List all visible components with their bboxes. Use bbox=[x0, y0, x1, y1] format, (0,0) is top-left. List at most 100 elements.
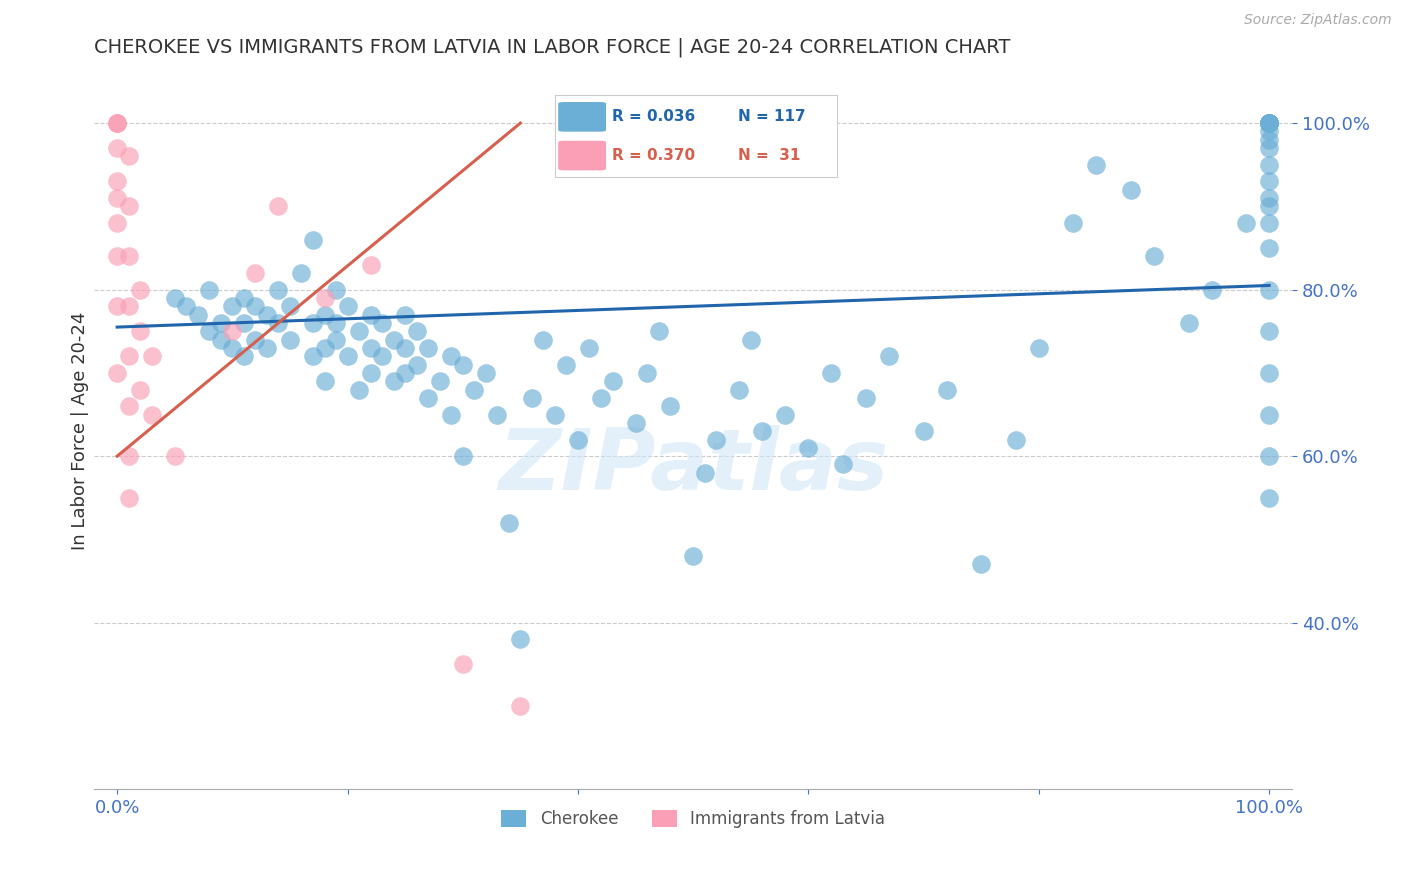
Point bbox=[970, 558, 993, 572]
Point bbox=[544, 408, 567, 422]
Point bbox=[1258, 241, 1281, 255]
Point bbox=[451, 358, 474, 372]
Point bbox=[245, 299, 267, 313]
Point bbox=[1028, 341, 1050, 355]
Point bbox=[187, 308, 209, 322]
Point bbox=[232, 316, 254, 330]
Point bbox=[1258, 491, 1281, 505]
Point bbox=[520, 391, 543, 405]
Point bbox=[256, 341, 278, 355]
Point bbox=[347, 324, 370, 338]
Point bbox=[704, 433, 727, 447]
Point bbox=[371, 316, 394, 330]
Point bbox=[509, 698, 531, 713]
Point bbox=[1177, 316, 1199, 330]
Point bbox=[302, 349, 325, 363]
Point bbox=[855, 391, 877, 405]
Point bbox=[232, 349, 254, 363]
Point bbox=[935, 383, 957, 397]
Point bbox=[118, 349, 141, 363]
Point bbox=[624, 416, 647, 430]
Point bbox=[141, 349, 163, 363]
Point bbox=[371, 349, 394, 363]
Point bbox=[198, 283, 221, 297]
Point bbox=[832, 458, 855, 472]
Point bbox=[1258, 116, 1281, 130]
Point bbox=[118, 399, 141, 413]
Point bbox=[245, 266, 267, 280]
Point bbox=[1234, 216, 1257, 230]
Point bbox=[440, 408, 463, 422]
Point bbox=[141, 408, 163, 422]
Point bbox=[394, 341, 416, 355]
Point bbox=[405, 324, 427, 338]
Point bbox=[267, 316, 290, 330]
Point bbox=[105, 116, 128, 130]
Point bbox=[1258, 408, 1281, 422]
Point bbox=[290, 266, 312, 280]
Point bbox=[775, 408, 797, 422]
Text: ZIPatlas: ZIPatlas bbox=[498, 425, 889, 508]
Point bbox=[589, 391, 612, 405]
Point bbox=[360, 308, 382, 322]
Point bbox=[314, 291, 336, 305]
Point bbox=[302, 233, 325, 247]
Point bbox=[129, 324, 152, 338]
Point bbox=[394, 308, 416, 322]
Point bbox=[198, 324, 221, 338]
Point bbox=[1258, 124, 1281, 138]
Point bbox=[278, 299, 301, 313]
Point bbox=[118, 491, 141, 505]
Point bbox=[451, 449, 474, 463]
Point bbox=[877, 349, 900, 363]
Point bbox=[314, 374, 336, 388]
Point bbox=[118, 449, 141, 463]
Point bbox=[360, 258, 382, 272]
Point bbox=[105, 249, 128, 263]
Point bbox=[221, 299, 243, 313]
Point bbox=[1258, 116, 1281, 130]
Point bbox=[302, 316, 325, 330]
Point bbox=[1004, 433, 1026, 447]
Point bbox=[256, 308, 278, 322]
Point bbox=[1258, 174, 1281, 188]
Point bbox=[751, 424, 773, 438]
Point bbox=[578, 341, 600, 355]
Point bbox=[118, 199, 141, 213]
Point bbox=[394, 366, 416, 380]
Point bbox=[429, 374, 451, 388]
Point bbox=[1258, 199, 1281, 213]
Point bbox=[118, 249, 141, 263]
Point bbox=[325, 283, 347, 297]
Point bbox=[1062, 216, 1084, 230]
Point bbox=[105, 116, 128, 130]
Point bbox=[221, 341, 243, 355]
Point bbox=[209, 316, 232, 330]
Y-axis label: In Labor Force | Age 20-24: In Labor Force | Age 20-24 bbox=[72, 312, 89, 550]
Point bbox=[336, 349, 359, 363]
Point bbox=[1258, 449, 1281, 463]
Point bbox=[1258, 116, 1281, 130]
Point bbox=[531, 333, 554, 347]
Text: CHEROKEE VS IMMIGRANTS FROM LATVIA IN LABOR FORCE | AGE 20-24 CORRELATION CHART: CHEROKEE VS IMMIGRANTS FROM LATVIA IN LA… bbox=[94, 37, 1011, 57]
Point bbox=[1258, 116, 1281, 130]
Point bbox=[382, 374, 405, 388]
Point bbox=[693, 466, 716, 480]
Text: Source: ZipAtlas.com: Source: ZipAtlas.com bbox=[1244, 13, 1392, 28]
Point bbox=[105, 174, 128, 188]
Point bbox=[1258, 116, 1281, 130]
Point bbox=[498, 516, 520, 530]
Point bbox=[129, 383, 152, 397]
Point bbox=[1258, 216, 1281, 230]
Point bbox=[1258, 133, 1281, 147]
Point bbox=[682, 549, 704, 563]
Point bbox=[209, 333, 232, 347]
Point bbox=[1143, 249, 1166, 263]
Point bbox=[912, 424, 935, 438]
Point bbox=[728, 383, 751, 397]
Point bbox=[336, 299, 359, 313]
Point bbox=[1258, 116, 1281, 130]
Point bbox=[129, 283, 152, 297]
Point bbox=[105, 116, 128, 130]
Point bbox=[1258, 191, 1281, 205]
